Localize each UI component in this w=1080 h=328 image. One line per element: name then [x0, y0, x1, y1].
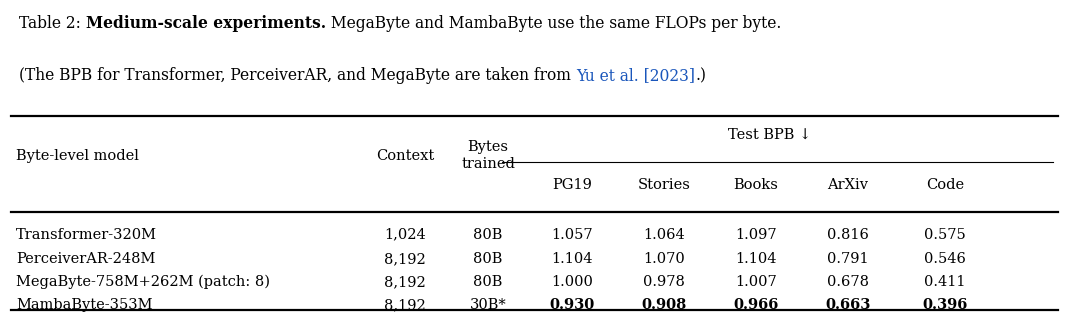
Text: 80B: 80B: [473, 228, 503, 241]
Text: Byte-level model: Byte-level model: [16, 149, 139, 163]
Text: Context: Context: [376, 149, 434, 163]
Text: 0.411: 0.411: [924, 275, 966, 289]
Text: Table 2:: Table 2:: [19, 15, 86, 32]
Text: 0.575: 0.575: [924, 228, 966, 241]
Text: 0.966: 0.966: [733, 298, 779, 312]
Text: 1.064: 1.064: [644, 228, 685, 241]
Text: 0.978: 0.978: [644, 275, 685, 289]
Text: 1.007: 1.007: [735, 275, 777, 289]
Text: 0.546: 0.546: [924, 252, 966, 266]
Text: MegaByte and MambaByte use the same FLOPs per byte.: MegaByte and MambaByte use the same FLOP…: [326, 15, 782, 32]
Text: 80B: 80B: [473, 275, 503, 289]
Text: 1.097: 1.097: [735, 228, 777, 241]
Text: Code: Code: [926, 178, 964, 192]
Text: 8,192: 8,192: [384, 275, 426, 289]
Text: 0.396: 0.396: [922, 298, 968, 312]
Text: Test BPB ↓: Test BPB ↓: [728, 128, 811, 141]
Text: 1.070: 1.070: [644, 252, 685, 266]
Text: 8,192: 8,192: [384, 252, 426, 266]
Text: 0.816: 0.816: [827, 228, 868, 241]
Text: 1.104: 1.104: [735, 252, 777, 266]
Text: MambaByte-353M: MambaByte-353M: [16, 298, 152, 312]
Text: (The BPB for Transformer, PerceiverAR, and MegaByte are taken from: (The BPB for Transformer, PerceiverAR, a…: [19, 67, 577, 84]
Text: 1.000: 1.000: [552, 275, 593, 289]
Text: 30B*: 30B*: [470, 298, 507, 312]
Text: 0.908: 0.908: [642, 298, 687, 312]
Text: Yu et al. [2023]: Yu et al. [2023]: [577, 67, 696, 84]
Text: Bytes
trained: Bytes trained: [461, 140, 515, 172]
Text: Books: Books: [733, 178, 779, 192]
Text: 8,192: 8,192: [384, 298, 426, 312]
Text: ArXiv: ArXiv: [827, 178, 868, 192]
Text: 1.104: 1.104: [552, 252, 593, 266]
Text: Medium-scale experiments.: Medium-scale experiments.: [86, 15, 326, 32]
Text: 1.057: 1.057: [552, 228, 593, 241]
Text: Transformer-320M: Transformer-320M: [16, 228, 158, 241]
Text: 80B: 80B: [473, 252, 503, 266]
Text: Stories: Stories: [638, 178, 690, 192]
Text: 1,024: 1,024: [384, 228, 426, 241]
Text: 0.930: 0.930: [550, 298, 595, 312]
Text: 0.663: 0.663: [825, 298, 870, 312]
Text: PG19: PG19: [553, 178, 592, 192]
Text: MegaByte-758M+262M (patch: 8): MegaByte-758M+262M (patch: 8): [16, 275, 270, 289]
Text: .): .): [696, 67, 706, 84]
Text: 0.678: 0.678: [827, 275, 868, 289]
Text: 0.791: 0.791: [827, 252, 868, 266]
Text: PerceiverAR-248M: PerceiverAR-248M: [16, 252, 156, 266]
